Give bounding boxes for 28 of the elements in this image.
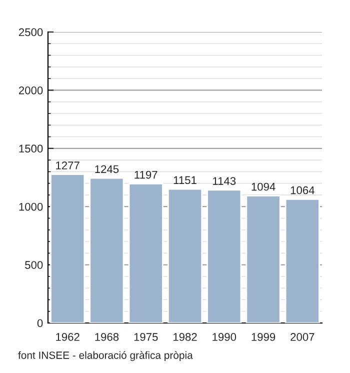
x-tick-label: 1962 [56, 333, 80, 341]
bar [246, 194, 281, 323]
bar [284, 198, 320, 323]
x-tick-label: 1982 [173, 333, 197, 341]
bar [167, 188, 203, 323]
bar [206, 189, 242, 323]
data-label: 1151 [174, 176, 196, 184]
bar [128, 182, 164, 323]
data-label: 1064 [290, 186, 314, 194]
data-label: 1094 [252, 182, 276, 191]
x-tick-label: 2007 [290, 333, 314, 341]
data-label: 1143 [213, 177, 236, 185]
y-tick-label: 2000 [18, 86, 43, 94]
data-label: 1197 [134, 170, 158, 179]
data-label: 1245 [95, 165, 119, 174]
x-tick-label: 1968 [95, 333, 119, 341]
y-tick-label: 1500 [19, 144, 43, 153]
x-tick-label: 1999 [252, 333, 276, 341]
y-tick-label: 1000 [19, 202, 43, 211]
x-tick-label: 1975 [134, 333, 158, 341]
bar [89, 177, 124, 323]
x-tick-label: 1990 [212, 333, 236, 341]
y-tick-label: 0 [37, 319, 43, 328]
y-tick-label: 2500 [18, 28, 43, 36]
bar [50, 174, 86, 323]
text: font INSEE - elaboració gràfica pròpia [18, 351, 193, 361]
data-label: 1277 [56, 162, 80, 170]
y-tick-label: 500 [25, 261, 43, 269]
